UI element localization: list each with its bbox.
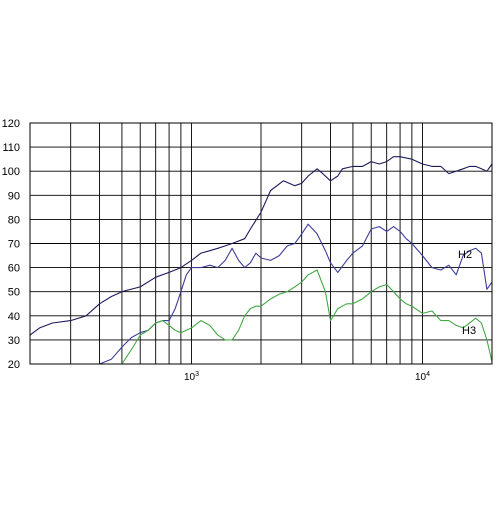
y-tick-label: 40 [8,311,20,323]
y-tick-label: 60 [8,263,20,275]
y-tick-label: 80 [8,214,20,226]
y-tick-label: 20 [8,359,20,371]
y-tick-label: 120 [2,118,20,130]
y-tick-label: 30 [8,335,20,347]
grid-lines [30,122,492,365]
y-tick-label: 50 [8,287,20,299]
plot-frame [29,122,493,365]
y-tick-label: 90 [8,190,20,202]
series-line-h3 [121,269,493,365]
y-tick-label: 70 [8,239,20,251]
series-label-h3: H3 [462,325,476,337]
chart-labels: 20 30 40 50 60 70 80 90 100 110 120 103 104 H2 H3 [2,118,476,383]
series-line-fundamental [29,156,493,336]
y-tick-label: 100 [2,166,20,178]
x-tick-label: 104 [415,371,430,383]
series-label-h2: H2 [458,249,472,261]
series-lines [29,156,493,365]
x-tick-label: 103 [184,371,199,383]
series-line-h2 [99,223,493,365]
y-tick-label: 110 [2,142,20,154]
